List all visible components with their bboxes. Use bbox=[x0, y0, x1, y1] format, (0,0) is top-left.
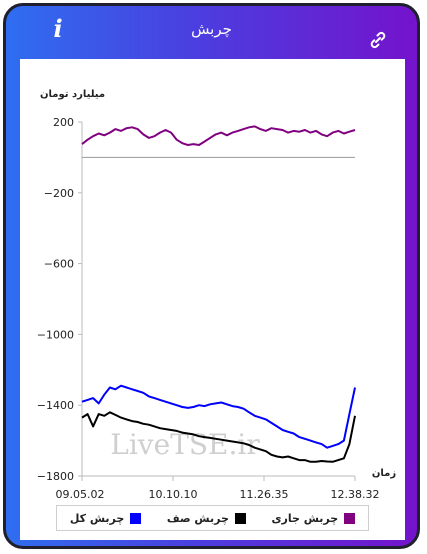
legend-label-queue: چربش صف bbox=[166, 511, 229, 525]
y-tick-label: −1400 bbox=[37, 399, 74, 412]
x-tick-label: 09.05.02 bbox=[56, 488, 105, 501]
y-tick-label: 200 bbox=[53, 116, 74, 129]
page-title: چربش bbox=[191, 20, 232, 38]
legend: چربش جاری چربش صف چربش کل bbox=[56, 505, 369, 531]
y-tick-label: −200 bbox=[44, 187, 74, 200]
legend-item-current[interactable]: چربش جاری bbox=[271, 511, 356, 525]
x-tick-label: 12.38.32 bbox=[331, 488, 380, 501]
y-tick-label: −1800 bbox=[37, 470, 74, 483]
legend-swatch-total bbox=[130, 512, 142, 524]
series-line-1 bbox=[81, 411, 356, 463]
legend-label-total: چربش کل bbox=[69, 511, 125, 525]
line-chart: میلیارد تومان 200 −200 −600 −1000 −1400 −1800… bbox=[37, 89, 397, 501]
app-window: i چربش میلیارد تومان 200 −200 −600 −1000 −14… bbox=[3, 3, 420, 549]
header-bar: i چربش bbox=[6, 6, 417, 56]
y-tick-label: −1000 bbox=[37, 328, 74, 341]
series-line-2 bbox=[81, 384, 356, 449]
x-axis-title: زمان bbox=[372, 468, 396, 479]
y-tick-label: −600 bbox=[44, 258, 74, 271]
info-icon[interactable]: i bbox=[53, 14, 63, 43]
legend-item-queue[interactable]: چربش صف bbox=[167, 512, 246, 525]
legend-item-total[interactable]: چربش کل bbox=[70, 512, 142, 525]
y-axis-title: میلیارد تومان bbox=[40, 89, 105, 100]
series-line-0 bbox=[81, 125, 356, 146]
x-tick-label: 11.26.35 bbox=[240, 488, 289, 501]
legend-label-current: چربش جاری bbox=[271, 511, 339, 525]
legend-swatch-current bbox=[344, 512, 356, 524]
legend-swatch-queue bbox=[234, 512, 246, 524]
x-tick-label: 10.10.10 bbox=[149, 488, 198, 501]
link-icon[interactable] bbox=[368, 30, 388, 50]
chart-panel: میلیارد تومان 200 −200 −600 −1000 −1400 −1800… bbox=[20, 59, 405, 540]
